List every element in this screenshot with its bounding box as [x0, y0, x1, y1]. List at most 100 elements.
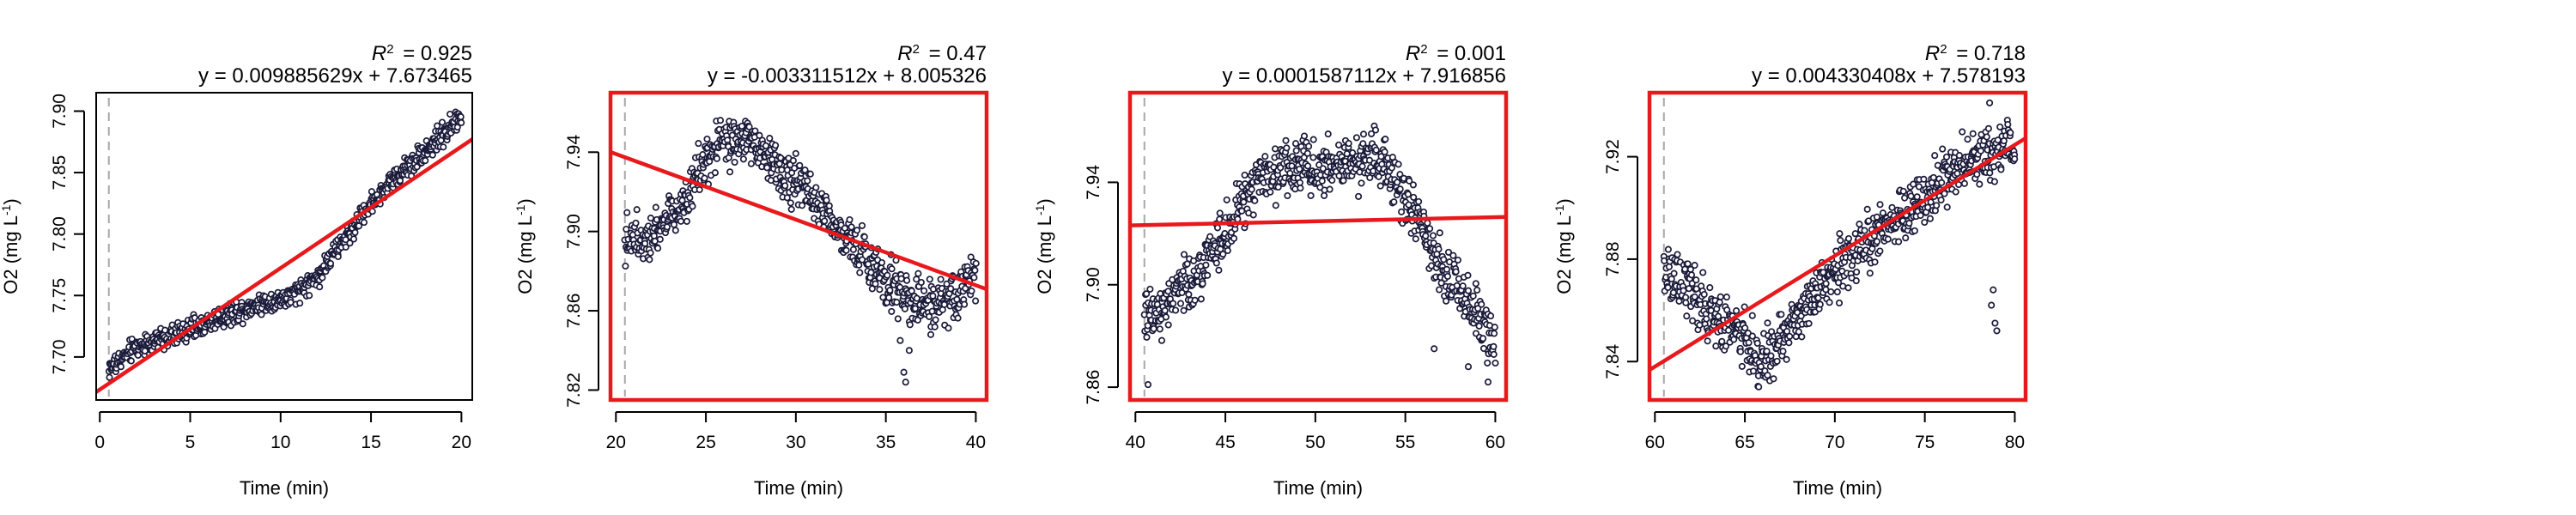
- data-point: [1730, 336, 1738, 343]
- data-point: [1443, 297, 1450, 305]
- data-point: [713, 154, 720, 162]
- data-point: [1685, 285, 1692, 293]
- data-point: [1375, 173, 1382, 180]
- data-point: [888, 307, 896, 315]
- data-point: [1394, 161, 1402, 168]
- data-point: [1454, 256, 1461, 264]
- data-point: [1396, 185, 1404, 193]
- data-point: [731, 158, 738, 167]
- x-tick-label: 60: [1485, 433, 1505, 452]
- data-point: [1406, 177, 1413, 185]
- data-point: [1826, 299, 1833, 306]
- data-point: [1933, 202, 1941, 209]
- data-point: [654, 245, 662, 252]
- data-point: [306, 292, 313, 300]
- data-point: [1146, 285, 1154, 293]
- data-point: [683, 217, 690, 225]
- data-point: [1785, 339, 1793, 347]
- data-point: [1249, 211, 1257, 219]
- data-point: [117, 363, 125, 371]
- data-point: [917, 278, 925, 287]
- data-point: [846, 215, 854, 224]
- data-point: [1324, 130, 1332, 138]
- data-point: [1718, 337, 1726, 345]
- data-point: [1902, 234, 1910, 242]
- data-point: [888, 265, 896, 273]
- data-point: [1901, 194, 1909, 202]
- data-point: [1942, 153, 1951, 161]
- data-point: [903, 276, 911, 284]
- data-point: [1852, 277, 1860, 285]
- data-point: [787, 199, 794, 207]
- data-point: [1996, 123, 2004, 130]
- data-point: [968, 287, 975, 295]
- data-point: [1472, 280, 1479, 288]
- x-tick-label: 70: [1825, 433, 1844, 452]
- data-point: [127, 357, 135, 365]
- data-point: [1773, 357, 1781, 365]
- data-point: [1682, 299, 1690, 306]
- r-squared-label: R2 = 0.001: [1406, 42, 1506, 66]
- data-point: [1895, 238, 1903, 245]
- y-axis-label: O2 (mg L-1): [1033, 198, 1055, 294]
- data-point: [1816, 300, 1824, 308]
- data-point: [1292, 147, 1300, 154]
- data-point: [878, 258, 886, 267]
- data-point: [1300, 132, 1309, 140]
- data-point: [1304, 162, 1312, 170]
- plot-frame: [608, 90, 989, 403]
- data-point: [1696, 321, 1704, 329]
- data-point: [1856, 221, 1863, 228]
- data-point: [641, 239, 649, 247]
- data-point: [884, 271, 891, 279]
- data-point: [670, 221, 678, 228]
- data-point: [1296, 165, 1303, 173]
- data-point: [671, 227, 679, 234]
- x-tick-label: 20: [452, 433, 471, 452]
- data-point: [1876, 247, 1884, 255]
- y-tick-label: 7.85: [50, 155, 70, 191]
- data-point: [1240, 198, 1248, 206]
- data-point: [349, 235, 358, 243]
- x-tick-label: 80: [2005, 433, 2025, 452]
- x-tick-label: 15: [361, 433, 380, 452]
- data-point: [1836, 230, 1844, 238]
- data-point: [762, 142, 770, 149]
- data-point: [1745, 339, 1753, 347]
- data-points: [105, 108, 465, 381]
- data-point: [1668, 275, 1675, 283]
- data-point: [1851, 230, 1859, 238]
- data-point: [894, 315, 902, 323]
- data-points: [621, 117, 980, 386]
- data-point: [1355, 192, 1363, 200]
- data-point: [296, 300, 304, 307]
- data-point: [1716, 293, 1724, 300]
- data-point: [1376, 182, 1384, 190]
- data-point: [1303, 149, 1311, 157]
- data-point: [896, 336, 904, 344]
- data-point: [647, 249, 654, 257]
- data-point: [1674, 251, 1681, 258]
- data-point: [812, 184, 820, 191]
- data-point: [1795, 328, 1802, 336]
- data-point: [650, 232, 658, 239]
- regression-equation: y = 0.009885629x + 7.673465: [198, 64, 472, 88]
- data-point: [1437, 279, 1445, 287]
- data-point: [1157, 336, 1166, 344]
- data-point: [716, 117, 725, 124]
- data-point: [848, 223, 855, 231]
- data-point: [1973, 171, 1981, 179]
- data-point: [1664, 283, 1672, 292]
- data-point: [1976, 180, 1984, 188]
- data-point: [1241, 171, 1249, 179]
- data-point: [1345, 140, 1352, 148]
- data-point: [623, 225, 630, 233]
- data-point: [1837, 237, 1844, 245]
- data-point: [1888, 203, 1896, 211]
- data-point: [1844, 234, 1853, 243]
- data-point: [316, 283, 324, 291]
- data-point: [1459, 282, 1467, 290]
- data-point: [972, 297, 980, 305]
- y-tick-label: 7.92: [1603, 139, 1623, 174]
- y-tick-label: 7.70: [50, 339, 70, 374]
